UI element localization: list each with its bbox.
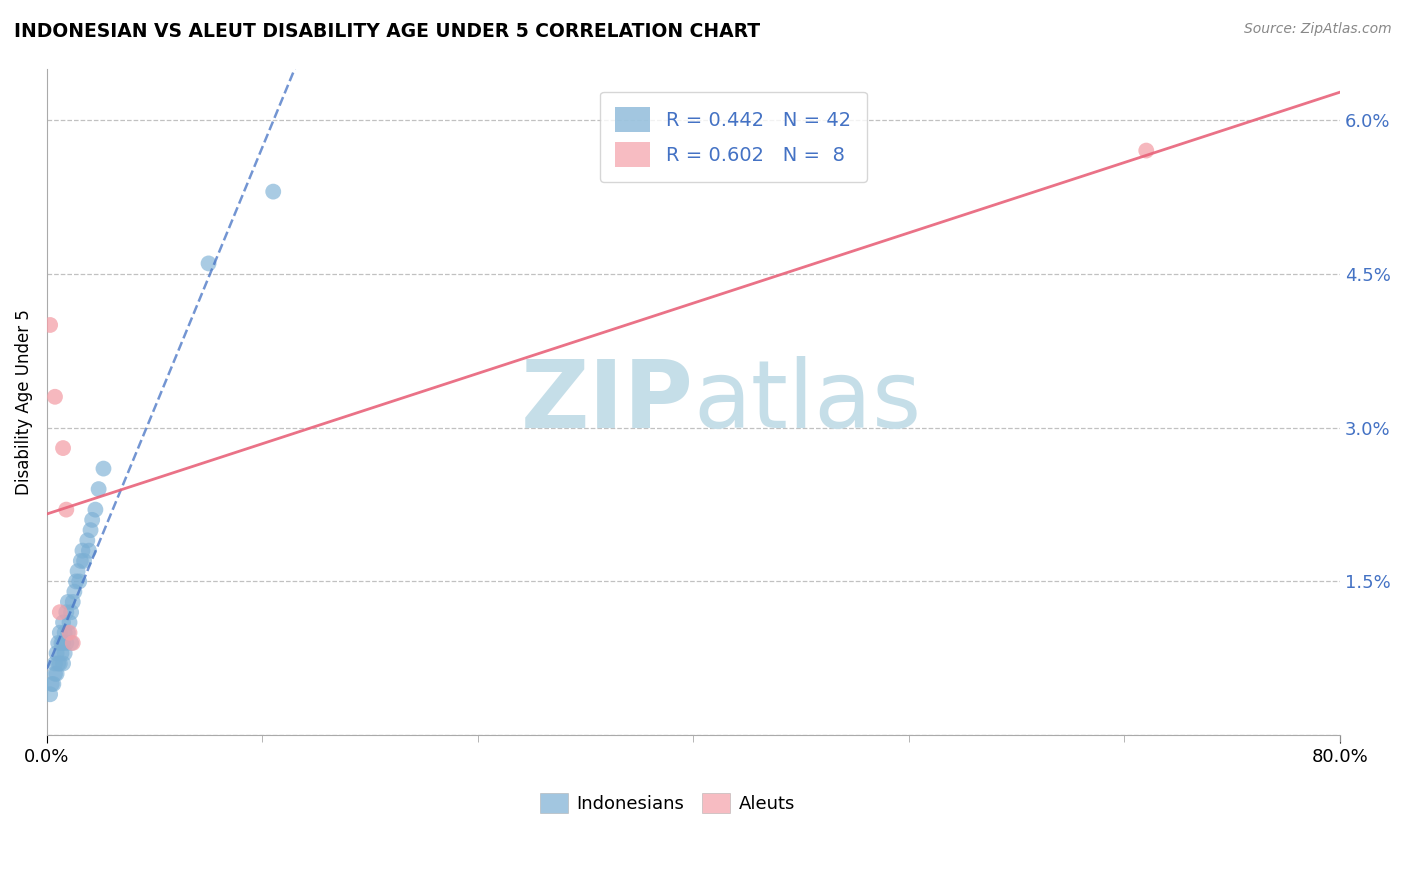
Point — [67, 574, 90, 589]
Point — [42, 677, 65, 691]
Point — [69, 554, 91, 568]
Point — [45, 646, 67, 660]
Point — [52, 657, 75, 671]
Point — [49, 625, 72, 640]
Point — [51, 636, 73, 650]
Point — [49, 657, 72, 671]
Y-axis label: Disability Age Under 5: Disability Age Under 5 — [15, 309, 32, 495]
Point — [93, 461, 115, 475]
Point — [46, 657, 69, 671]
Point — [82, 513, 104, 527]
Text: INDONESIAN VS ALEUT DISABILITY AGE UNDER 5 CORRELATION CHART: INDONESIAN VS ALEUT DISABILITY AGE UNDER… — [14, 22, 761, 41]
Legend: Indonesians, Aleuts: Indonesians, Aleuts — [531, 784, 804, 822]
Point — [87, 482, 110, 496]
Point — [79, 523, 101, 537]
Point — [53, 625, 76, 640]
Point — [262, 185, 284, 199]
Point — [52, 615, 75, 630]
Point — [60, 605, 83, 619]
Point — [44, 657, 66, 671]
Point — [58, 615, 80, 630]
Point — [39, 318, 62, 332]
Point — [46, 636, 69, 650]
Point — [58, 625, 80, 640]
Point — [84, 502, 107, 516]
Point — [45, 666, 67, 681]
Point — [65, 574, 87, 589]
Point — [66, 564, 89, 578]
Point — [76, 533, 98, 548]
Point — [44, 390, 66, 404]
Point — [62, 636, 84, 650]
Text: atlas: atlas — [693, 356, 922, 448]
Point — [44, 666, 66, 681]
Point — [1135, 144, 1157, 158]
Point — [53, 646, 76, 660]
Point — [55, 636, 77, 650]
Point — [52, 441, 75, 455]
Text: ZIP: ZIP — [520, 356, 693, 448]
Point — [56, 625, 79, 640]
Point — [41, 677, 63, 691]
Point — [77, 543, 100, 558]
Point — [197, 256, 219, 270]
Point — [72, 543, 94, 558]
Point — [63, 584, 86, 599]
Point — [56, 595, 79, 609]
Point — [60, 636, 83, 650]
Point — [55, 605, 77, 619]
Point — [62, 595, 84, 609]
Point — [73, 554, 96, 568]
Point — [55, 502, 77, 516]
Text: Source: ZipAtlas.com: Source: ZipAtlas.com — [1244, 22, 1392, 37]
Point — [51, 646, 73, 660]
Point — [39, 687, 62, 701]
Point — [52, 636, 75, 650]
Point — [49, 605, 72, 619]
